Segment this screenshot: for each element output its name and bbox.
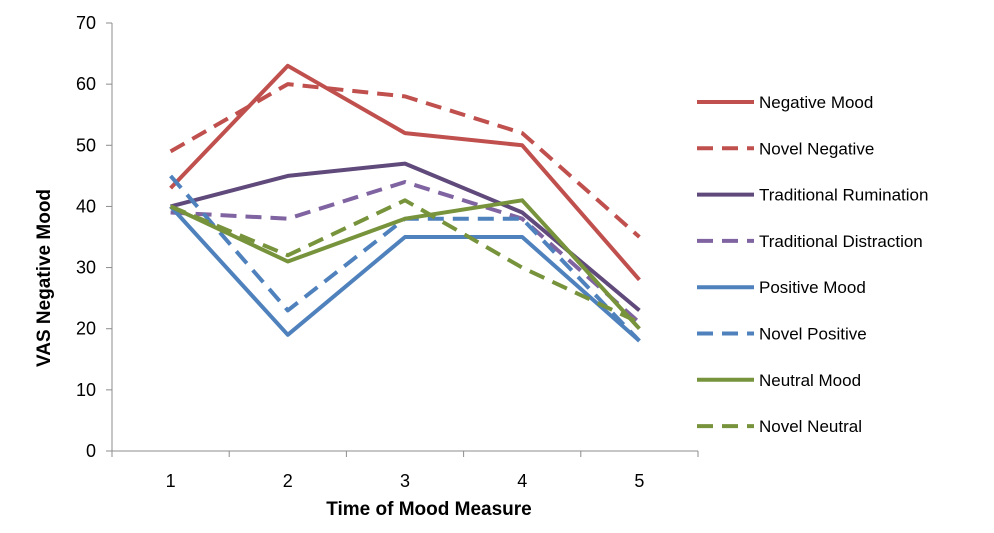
legend-label-traditional-rumination: Traditional Rumination [759, 186, 928, 205]
legend-label-traditional-distraction: Traditional Distraction [759, 232, 923, 251]
x-tick-label: 3 [400, 471, 410, 491]
series-line-positive-mood [169, 205, 641, 343]
x-tick-label: 2 [283, 471, 293, 491]
series-line-novel-negative [169, 82, 641, 239]
series-line-neutral-mood [169, 198, 641, 331]
y-tick-label: 50 [76, 135, 96, 155]
x-tick-label: 4 [517, 471, 527, 491]
y-tick-label: 30 [76, 258, 96, 278]
y-tick-label: 20 [76, 319, 96, 339]
series-line-traditional-distraction [170, 180, 641, 325]
legend-label-novel-neutral: Novel Neutral [759, 417, 862, 436]
legend: Negative Mood Novel Negative Traditional R… [697, 93, 928, 436]
x-tick-label: 5 [634, 471, 644, 491]
y-tick-label: 0 [86, 441, 96, 461]
x-axis-title: Time of Mood Measure [326, 499, 532, 520]
series-layer [169, 63, 641, 343]
legend-label-negative-mood: Negative Mood [759, 93, 873, 112]
y-tick-label: 40 [76, 196, 96, 216]
legend-label-novel-negative: Novel Negative [759, 139, 874, 158]
y-tick-label: 60 [76, 74, 96, 94]
y-tick-label: 10 [76, 380, 96, 400]
x-tick-label: 1 [166, 471, 176, 491]
y-axis-title: VAS Negative Mood [34, 189, 55, 367]
legend-label-neutral-mood: Neutral Mood [759, 371, 861, 390]
axes: 0 10 20 30 40 50 60 70 1 2 3 4 5 [76, 13, 699, 491]
y-tick-label: 70 [76, 13, 96, 33]
series-line-novel-neutral [169, 198, 641, 325]
legend-label-positive-mood: Positive Mood [759, 278, 866, 297]
legend-label-novel-positive: Novel Positive [759, 325, 867, 344]
